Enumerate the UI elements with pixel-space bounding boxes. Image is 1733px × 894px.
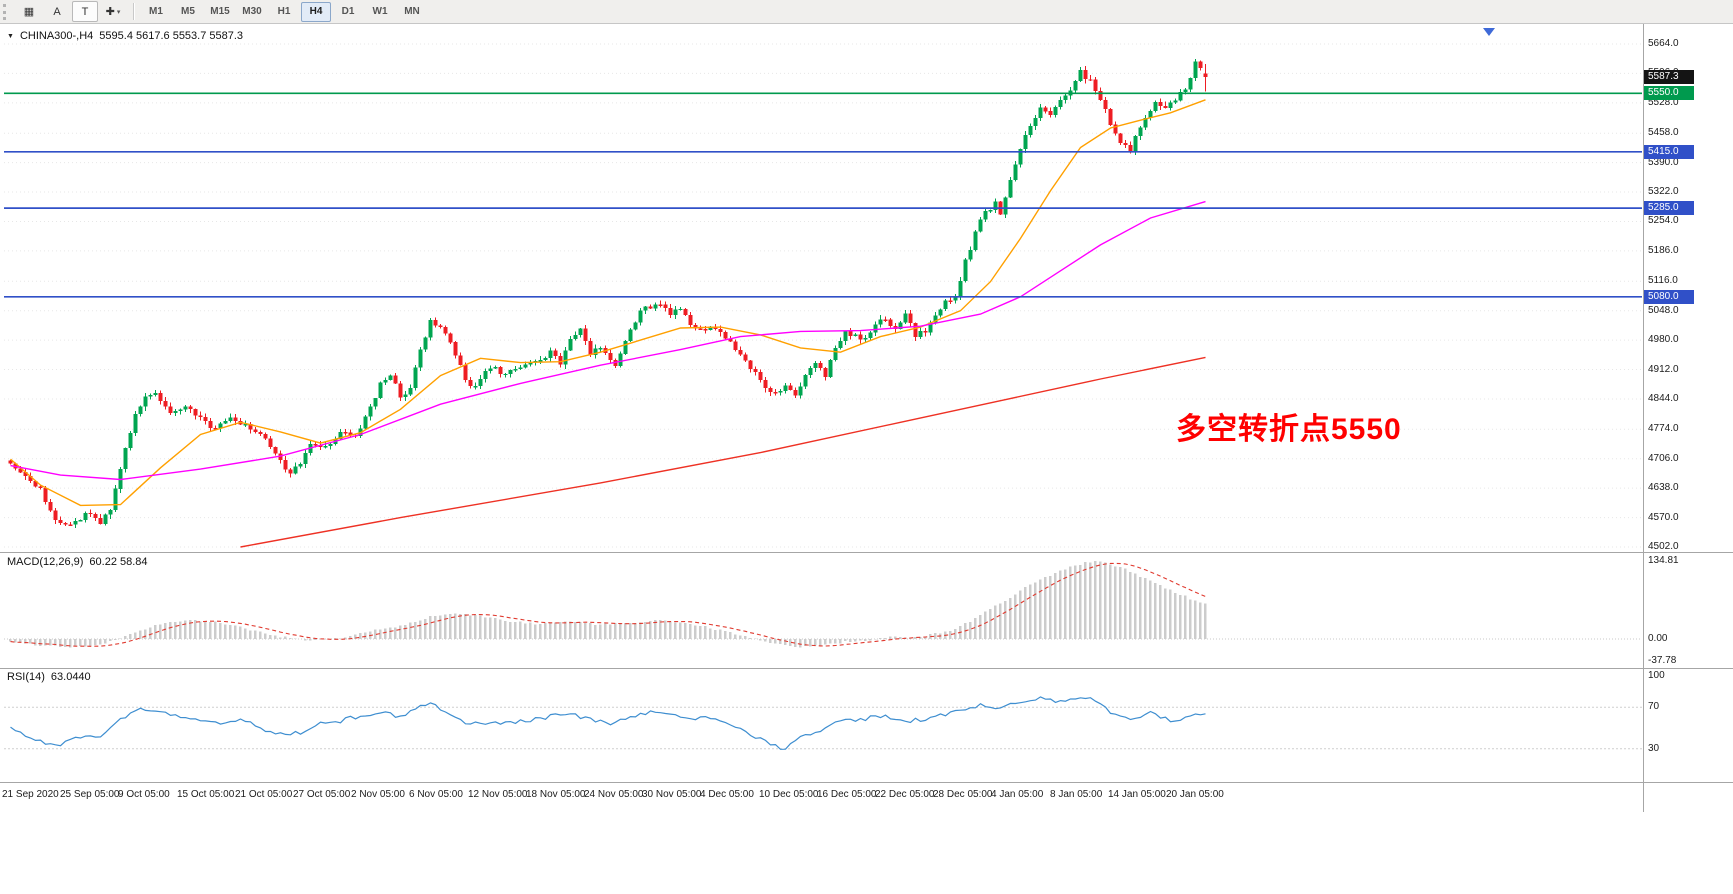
date-label: 12 Nov 05:00 — [468, 789, 528, 800]
panel-separators — [0, 24, 1733, 812]
rsi-value: 63.0440 — [50, 671, 91, 683]
date-label: 27 Oct 05:00 — [293, 789, 351, 800]
ma-fast-orange — [10, 99, 1206, 507]
date-label: 25 Sep 05:00 — [60, 789, 120, 800]
price-tick-label: 4706.0 — [1648, 452, 1679, 464]
grid-layer — [4, 43, 1642, 548]
drawing-tools-group: ▦ A T ✚ ▾ — [16, 1, 126, 22]
moving-averages-layer — [10, 99, 1206, 548]
timeframe-w1-button[interactable]: W1 — [372, 6, 388, 17]
toolbar-drag-handle[interactable] — [3, 3, 10, 20]
support-5285-badge[interactable]: 5285.0 — [1644, 201, 1694, 216]
price-tick-label: 4638.0 — [1648, 482, 1679, 494]
rsi-axis-label: 100 — [1648, 670, 1665, 681]
toolbar: ▦ A T ✚ ▾ M1 M5 M15 M30 H1 H4 D1 W1 MN — [0, 0, 1733, 24]
macd-label: MACD(12,26,9) 60.22 58.84 — [7, 556, 148, 568]
macd-values: 60.22 58.84 — [89, 556, 148, 568]
price-tick-label: 5528.0 — [1648, 96, 1679, 108]
price-tick-label: 5322.0 — [1648, 186, 1679, 198]
annotation-text[interactable]: 多空转折点5550 — [1176, 413, 1402, 446]
rsi-label: RSI(14) 63.0440 — [7, 671, 91, 683]
price-tick-label: 5390.0 — [1648, 156, 1679, 168]
timeframe-m1-button[interactable]: M1 — [149, 6, 163, 17]
grid-tool-button[interactable]: ▦ — [23, 6, 35, 18]
date-label: 6 Nov 05:00 — [409, 789, 463, 800]
rsi-axis-label: 30 — [1648, 742, 1660, 754]
date-label: 21 Sep 2020 — [2, 789, 59, 800]
support-5415-badge[interactable]: 5415.0 — [1644, 144, 1694, 159]
price-tick-label: 5116.0 — [1648, 275, 1678, 287]
macd-axis-label: -37.78 — [1648, 654, 1677, 666]
ohlc-readout: 5595.4 5617.6 5553.7 5587.3 — [99, 30, 244, 42]
macd-name: MACD(12,26,9) — [7, 556, 84, 568]
last-price-badge: 5587.3 — [1644, 70, 1694, 85]
crosshair-tool-button[interactable]: ✚ ▾ — [105, 6, 121, 18]
price-tick-label: 5664.0 — [1648, 38, 1679, 49]
date-label: 28 Dec 05:00 — [933, 789, 993, 800]
price-tick-label: 5048.0 — [1648, 304, 1679, 316]
date-label: 18 Nov 05:00 — [526, 789, 586, 800]
ma-slow-red — [240, 356, 1206, 548]
support-5080-badge[interactable]: 5080.0 — [1644, 289, 1694, 304]
date-label: 20 Jan 05:00 — [1166, 789, 1224, 800]
timeframe-m5-button[interactable]: M5 — [181, 6, 195, 17]
arrow-tool-button[interactable]: A — [53, 5, 61, 18]
toolbar-separator — [133, 3, 134, 20]
date-label: 22 Dec 05:00 — [875, 789, 935, 800]
chart-title: ▼ CHINA300-,H4 5595.4 5617.6 5553.7 5587… — [7, 30, 243, 42]
date-label: 16 Dec 05:00 — [817, 789, 877, 800]
date-label: 9 Oct 05:00 — [118, 789, 170, 800]
timeframe-m15-button[interactable]: M15 — [210, 6, 230, 17]
price-tick-label: 5186.0 — [1648, 244, 1679, 256]
symbol-label: CHINA300-,H4 — [19, 30, 94, 42]
date-label: 8 Jan 05:00 — [1050, 789, 1103, 800]
rsi-line — [10, 696, 1206, 750]
rsi-axis-label: 70 — [1648, 701, 1660, 713]
price-tick-label: 4570.0 — [1648, 511, 1679, 523]
chart-shift-marker-icon — [1483, 28, 1495, 36]
timeframe-m30-button[interactable]: M30 — [242, 6, 262, 17]
dropdown-caret-icon: ▾ — [116, 8, 121, 16]
candles-layer — [8, 58, 1208, 528]
macd-signal-line — [10, 562, 1206, 647]
price-tick-label: 4844.0 — [1648, 392, 1679, 404]
turning-point-badge[interactable]: 5550.0 — [1644, 86, 1694, 101]
date-label: 4 Dec 05:00 — [700, 789, 754, 800]
collapse-triangle-icon[interactable]: ▼ — [7, 32, 14, 40]
levels-layer[interactable] — [4, 28, 1642, 298]
date-label: 15 Oct 05:00 — [177, 789, 235, 800]
rsi-name: RSI(14) — [7, 671, 45, 683]
price-tick-label: 4502.0 — [1648, 541, 1679, 552]
date-label: 24 Nov 05:00 — [584, 789, 644, 800]
price-tick-label: 4980.0 — [1648, 334, 1679, 346]
price-tick-label: 5254.0 — [1648, 215, 1679, 227]
rsi-layer — [4, 696, 1642, 750]
macd-axis-label: 134.81 — [1648, 554, 1679, 566]
timeframe-d1-button[interactable]: D1 — [341, 6, 355, 17]
timeframe-h1-button[interactable]: H1 — [277, 6, 291, 17]
text-tool-button[interactable]: T — [72, 1, 98, 22]
macd-axis-label: 0.00 — [1648, 632, 1668, 644]
timeframe-group: M1 M5 M15 M30 H1 H4 D1 W1 MN — [141, 1, 427, 22]
date-label: 30 Nov 05:00 — [642, 789, 702, 800]
date-label: 21 Oct 05:00 — [235, 789, 293, 800]
price-tick-label: 5458.0 — [1648, 127, 1679, 139]
date-label: 2 Nov 05:00 — [351, 789, 405, 800]
price-tick-label: 4912.0 — [1648, 363, 1679, 375]
date-label: 10 Dec 05:00 — [759, 789, 819, 800]
date-label: 14 Jan 05:00 — [1108, 789, 1166, 800]
timeframe-h4-button[interactable]: H4 — [301, 1, 331, 22]
ma-mid-magenta — [10, 200, 1206, 481]
timeframe-mn-button[interactable]: MN — [404, 6, 420, 17]
macd-layer — [4, 560, 1642, 648]
date-label: 4 Jan 05:00 — [991, 789, 1044, 800]
price-tick-label: 4774.0 — [1648, 423, 1679, 435]
